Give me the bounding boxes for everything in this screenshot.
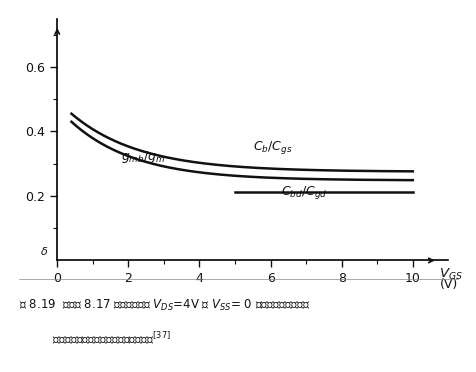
Text: $C_b/C_{gs}$: $C_b/C_{gs}$ xyxy=(252,139,292,155)
Text: $V_{GS}$: $V_{GS}$ xyxy=(438,267,462,282)
Text: 的比较，这些比值是用精确计算得到的$^{[37]}$: 的比较，这些比值是用精确计算得到的$^{[37]}$ xyxy=(19,331,170,347)
Text: $g_{mb}/g_m$: $g_{mb}/g_m$ xyxy=(121,149,165,165)
Text: $\delta$: $\delta$ xyxy=(40,245,48,257)
Text: 图 8.19  对于图 8.17 中的器件，当 $V_{DS}$=4V 和 $V_{SS}$= 0 时，电容比和跨导比: 图 8.19 对于图 8.17 中的器件，当 $V_{DS}$=4V 和 $V_… xyxy=(19,298,309,313)
Text: (V): (V) xyxy=(438,278,457,291)
Text: $C_{bd}/C_{gd}$: $C_{bd}/C_{gd}$ xyxy=(281,184,327,201)
